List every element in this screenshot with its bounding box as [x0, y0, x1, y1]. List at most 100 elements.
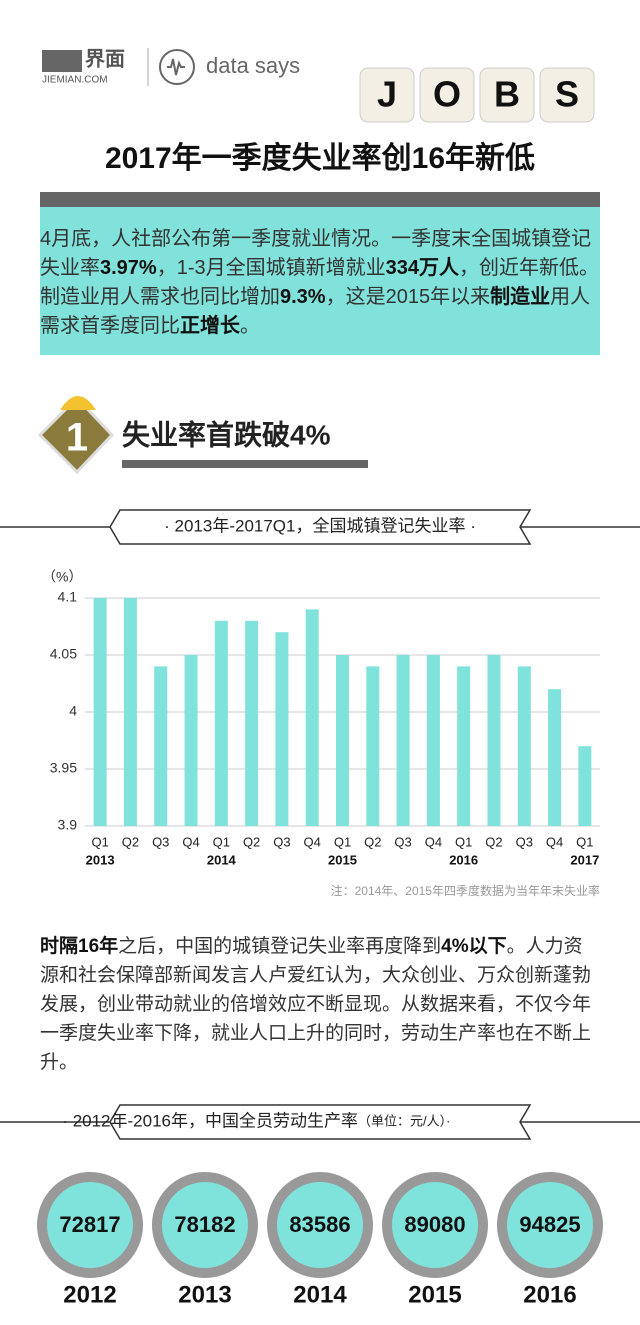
title-bar [40, 192, 600, 207]
x-tick-label: Q1 [213, 834, 230, 849]
stat-year: 2016 [523, 1281, 576, 1308]
stat-ring [267, 1172, 373, 1278]
intro-box [40, 207, 600, 355]
text-segment: ，这是2015年以来 [325, 286, 491, 308]
text-segment: 。 [240, 315, 260, 337]
x-tick-label: Q3 [394, 834, 411, 849]
y-tick-label: 3.95 [50, 760, 77, 776]
bar [578, 746, 592, 826]
title: 2017年一季度失业率创16年新低 [105, 142, 535, 175]
x-group-label: 2015 [328, 852, 357, 867]
bar [184, 655, 198, 826]
stat-year: 2012 [63, 1281, 116, 1308]
y-tick-label: 4 [69, 703, 77, 719]
bar [123, 598, 137, 826]
text-segment: 。人力资源和社会保障部新闻发言人卢爱红认为，大众创业、万众创新蓬勃发展，创业带动… [40, 936, 592, 1073]
x-tick-label: Q2 [485, 834, 502, 849]
bar [517, 666, 531, 826]
section-underline [122, 460, 368, 468]
text-segment: 正增长 [180, 315, 240, 337]
banner-title: · 2012年-2016年，中国全员劳动生产率 [62, 1111, 358, 1130]
x-tick-label: Q4 [546, 834, 563, 849]
stat-year: 2015 [408, 1281, 461, 1308]
x-tick-label: Q4 [304, 834, 321, 849]
text-segment: ，创近年新低。制造业用人需求也同比增加 [40, 257, 599, 308]
text-segment: 时隔16年 [40, 936, 119, 957]
note: 注：2014年、2015年四季度数据为当年年末失业率 [331, 883, 600, 898]
bar [336, 655, 349, 826]
x-tick-label: Q4 [425, 834, 442, 849]
banner-box [109, 509, 532, 545]
stat-ring [497, 1172, 603, 1278]
bar [305, 609, 319, 826]
x-group-label: 2014 [207, 852, 237, 867]
jobs-block [359, 67, 415, 123]
bar [487, 655, 501, 826]
stat-year: 2014 [293, 1281, 347, 1308]
bar [93, 598, 107, 826]
bar [548, 689, 562, 826]
logo-wave [167, 58, 185, 76]
x-tick-label: Q3 [273, 834, 290, 849]
x-group-label: 2016 [449, 852, 478, 867]
y-tick-label: 4.05 [50, 646, 77, 662]
jobs-block [539, 67, 595, 123]
text-segment: 制造业 [490, 286, 551, 308]
bar [154, 666, 168, 826]
jobs-letter: O [433, 74, 461, 115]
x-tick-label: Q1 [576, 834, 593, 849]
bar [366, 666, 380, 826]
paragraph: 时隔16年之后，中国的城镇登记失业率再度降到4%以下。人力资源和社会保障部新闻发… [40, 932, 600, 1077]
stat-ring [382, 1172, 488, 1278]
jobs-block [479, 67, 535, 123]
x-tick-label: Q1 [91, 834, 108, 849]
logo-en: JIEMIAN.COM [42, 75, 108, 86]
text-segment: 之后，中国的城镇登记失业率再度降到 [118, 936, 442, 957]
banner-box [109, 1104, 532, 1140]
section-number: 1 [66, 416, 88, 460]
text-segment: 用人需求首季度同比 [40, 286, 591, 337]
section-heading: 失业率首跌破4% [122, 418, 331, 450]
banner-title: · 2013年-2017Q1，全国城镇登记失业率 · [164, 516, 476, 535]
x-tick-label: Q2 [243, 834, 260, 849]
bar [426, 655, 440, 826]
logo-cn: 界面 [85, 47, 125, 70]
tagline: data says [206, 53, 300, 78]
stat-year: 2013 [178, 1281, 231, 1308]
bar [457, 666, 471, 826]
text-segment: 4月底，人社部公布第一季度就业情况。一季度末全国城镇登记失业率 [40, 228, 592, 279]
section-icon [37, 395, 115, 475]
x-tick-label: Q4 [182, 834, 199, 849]
y-tick-label: 4.1 [58, 589, 78, 605]
x-group-label: 2017 [570, 852, 599, 867]
bar [275, 632, 289, 826]
x-tick-label: Q1 [334, 834, 351, 849]
x-tick-label: Q2 [364, 834, 381, 849]
jobs-letter: B [494, 74, 520, 115]
text-segment: 3.97% [100, 257, 157, 279]
logo-circle [159, 49, 195, 85]
x-group-label: 2013 [86, 852, 115, 867]
jobs-letter: S [555, 74, 579, 115]
x-tick-label: Q3 [516, 834, 533, 849]
bar [214, 620, 228, 826]
text-segment: 4%以下 [441, 936, 507, 957]
stat-value: 83586 [289, 1212, 350, 1237]
stat-ring [152, 1172, 258, 1278]
bar [245, 620, 259, 826]
x-tick-label: Q1 [455, 834, 472, 849]
text-segment: 334万人 [385, 257, 459, 279]
y-tick-label: 3.9 [58, 817, 78, 833]
logo-icon [42, 50, 82, 72]
intro: 4月底，人社部公布第一季度就业情况。一季度末全国城镇登记失业率3.97%，1-3… [40, 225, 600, 341]
stat-value: 78182 [174, 1212, 235, 1237]
helmet [60, 396, 96, 410]
x-tick-label: Q3 [152, 834, 169, 849]
bar [396, 655, 410, 826]
stat-value: 89080 [404, 1212, 465, 1237]
stat-value: 72817 [59, 1212, 120, 1237]
jobs-block [419, 67, 475, 123]
stat-ring [37, 1172, 143, 1278]
